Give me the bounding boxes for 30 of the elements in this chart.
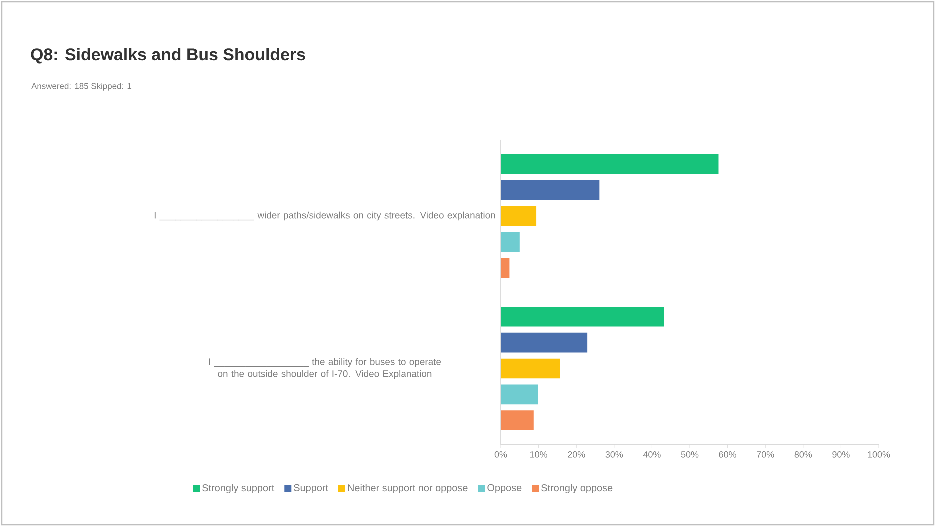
bar bbox=[501, 154, 719, 174]
x-tick-label: 70% bbox=[757, 452, 774, 458]
x-tick-label: 20% bbox=[568, 452, 586, 458]
bar bbox=[501, 358, 560, 379]
bar bbox=[501, 332, 588, 353]
legend-label: Strongly oppose bbox=[542, 484, 613, 494]
text: Q8: Sidewalks and Bus Shoulders bbox=[31, 48, 306, 64]
x-tick-label: 30% bbox=[606, 452, 624, 458]
x-tick-label: 90% bbox=[832, 452, 850, 458]
text: Answered: 185 Skipped: 1 bbox=[32, 83, 132, 91]
x-tick-label: 100% bbox=[868, 452, 890, 458]
bar bbox=[501, 180, 600, 200]
x-tick-label: 0% bbox=[494, 452, 508, 458]
x-tick-label: 50% bbox=[681, 452, 699, 458]
legend-label: Support bbox=[294, 484, 328, 494]
legend-label: Neither support nor oppose bbox=[348, 484, 468, 494]
bar bbox=[501, 306, 664, 327]
x-tick-label: 10% bbox=[530, 452, 548, 458]
bar bbox=[501, 232, 520, 252]
x-tick-label: 60% bbox=[719, 452, 736, 458]
x-tick-label: 40% bbox=[643, 452, 661, 458]
y-tick-label: I __________________ wider paths/sidewalks on city streets. Video explanation bbox=[154, 212, 496, 221]
bar bbox=[501, 410, 534, 430]
legend-label: Strongly support bbox=[202, 484, 275, 494]
x-tick-label: 80% bbox=[794, 452, 812, 458]
bar bbox=[501, 258, 510, 278]
legend-label: Oppose bbox=[488, 484, 522, 494]
y-tick-label: I __________________ the ability for buses to operate on the outside shoulder of I-70. Video Explanation bbox=[209, 358, 442, 380]
bar bbox=[501, 206, 537, 226]
bar bbox=[501, 384, 538, 405]
